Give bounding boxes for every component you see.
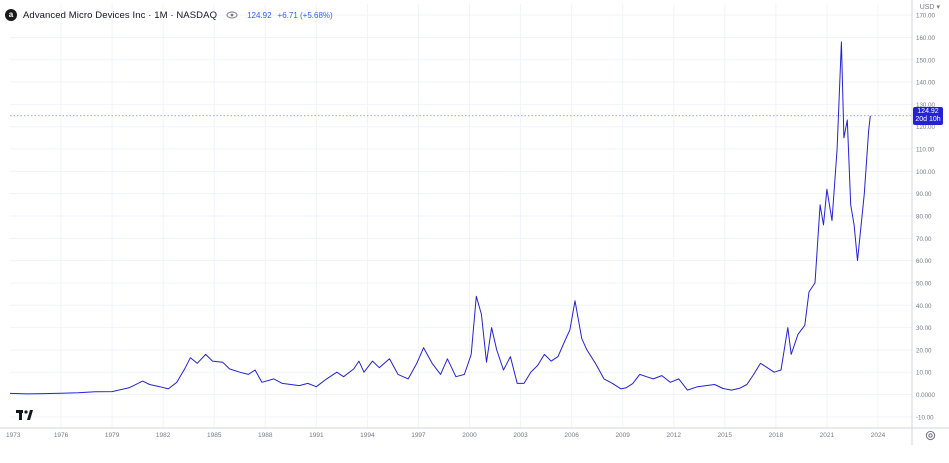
x-tick-label: 1982 (156, 432, 171, 439)
y-axis-ticks[interactable]: 170.00 160.00 150.00 140.00 130.00 120.00 110.… (916, 13, 935, 422)
y-tick-label: 40.00 (916, 303, 932, 310)
y-tick-label: 100.00 (916, 169, 935, 176)
y-tick-label: 70.00 (916, 236, 932, 243)
x-tick-label: 2006 (564, 432, 579, 439)
y-tick-label: 30.00 (916, 325, 932, 332)
y-tick-label: 10.00 (916, 370, 932, 377)
price-series (9, 41, 912, 395)
badge-price: 124.92 (917, 107, 939, 115)
x-tick-label: 2003 (513, 432, 528, 439)
price-change: +6.71 (+5.68%) (277, 10, 333, 20)
currency-selector[interactable]: USD ▾ (919, 3, 940, 12)
x-axis-ticks: 1973 1976 1979 1982 1985 1988 1991 1994 1997 2000… (6, 432, 886, 439)
x-tick-label: 1973 (6, 432, 21, 439)
axes (0, 0, 949, 445)
x-tick-label: 2024 (871, 432, 886, 439)
y-tick-label: 140.00 (916, 80, 935, 87)
x-tick-label: 1985 (207, 432, 222, 439)
grid-lines (10, 4, 912, 428)
x-tick-label: 2021 (820, 432, 835, 439)
x-tick-label: 1976 (54, 432, 69, 439)
x-tick-label: 1991 (309, 432, 324, 439)
y-tick-label: 50.00 (916, 280, 932, 287)
symbol-title[interactable]: Advanced Micro Devices Inc · 1M · NASDAQ (23, 9, 218, 21)
x-tick-label: 1994 (360, 432, 375, 439)
x-tick-label: 1997 (411, 432, 426, 439)
y-tick-label: -10.00 (916, 414, 934, 421)
y-tick-label: 120.00 (916, 124, 935, 131)
x-tick-label: 1988 (258, 432, 273, 439)
x-tick-label: 2009 (615, 432, 630, 439)
y-tick-label: 20.00 (916, 347, 932, 354)
badge-countdown: 20d 10h (915, 115, 941, 123)
amd-logo-icon: a (5, 9, 17, 21)
chevron-down-icon: ▾ (936, 4, 940, 11)
y-tick-label: 80.00 (916, 214, 932, 221)
x-tick-label: 2018 (769, 432, 784, 439)
price-badge: 124.92 20d 10h (913, 106, 943, 125)
y-tick-label: 110.00 (916, 147, 935, 154)
x-tick-label: 1979 (105, 432, 120, 439)
y-tick-label: 60.00 (916, 258, 932, 265)
tradingview-logo-icon[interactable] (16, 410, 34, 420)
x-tick-label: 2015 (718, 432, 733, 439)
y-tick-label: 90.00 (916, 191, 932, 198)
y-tick-label: 160.00 (916, 35, 935, 42)
series-line (9, 41, 871, 395)
gear-icon[interactable] (925, 430, 936, 441)
currency-label: USD (919, 3, 935, 11)
y-tick-label: 150.00 (916, 57, 935, 64)
eye-icon[interactable] (225, 10, 239, 20)
chart-legend: a Advanced Micro Devices Inc · 1M · NASD… (5, 6, 333, 24)
x-tick-label: 2012 (667, 432, 682, 439)
y-tick-label: 0.0000 (916, 392, 935, 399)
last-price: 124.92 (247, 10, 272, 20)
y-tick-label: 170.00 (916, 13, 935, 20)
x-tick-label: 2000 (462, 432, 477, 439)
y-tick-label: 130.00 (916, 102, 935, 109)
